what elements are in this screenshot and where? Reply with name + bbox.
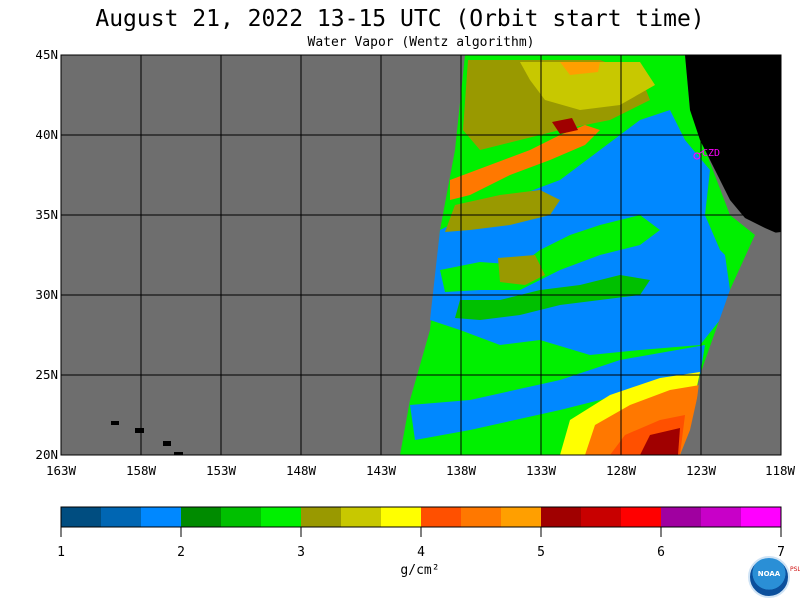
green-patch-east (705, 215, 752, 265)
colorbar-tick-label: 4 (417, 545, 425, 560)
colorbar-ticks (60, 527, 782, 537)
lon-label: 158W (125, 463, 157, 478)
lon-label: 133W (525, 463, 557, 478)
colorbar-swatch (421, 507, 462, 527)
hawaiian-islands (111, 421, 183, 455)
map-subtitle: Water Vapor (Wentz algorithm) (307, 35, 535, 50)
lat-label: 40N (35, 127, 58, 142)
colorbar-swatch (261, 507, 302, 527)
colorbar-swatch (581, 507, 622, 527)
colorbar-tick-label: 2 (177, 545, 185, 560)
lat-label: 45N (35, 47, 58, 62)
colorbar-swatch (141, 507, 182, 527)
colorbar-swatch (341, 507, 382, 527)
colorbar-swatch (61, 507, 102, 527)
noaa-logo-text: NOAA (757, 570, 781, 578)
green-streak-2 (455, 275, 650, 320)
lon-label: 138W (445, 463, 477, 478)
olive-patch-mid (498, 255, 545, 285)
psl-logo-text: PSL (790, 566, 800, 573)
map-title: August 21, 2022 13-15 UTC (Orbit start t… (95, 6, 705, 32)
colorbar-swatch (181, 507, 222, 527)
colorbar-swatch (741, 507, 782, 527)
orange-streak (450, 125, 600, 200)
lat-label: 35N (35, 207, 58, 222)
colorbar-tick-label: 7 (777, 545, 785, 560)
noaa-logo: NOAA (748, 556, 790, 598)
lat-lon-grid (61, 55, 781, 455)
red-spot-north (552, 118, 578, 134)
lon-label: 128W (605, 463, 637, 478)
lon-label: 163W (45, 463, 77, 478)
colorbar-swatch (221, 507, 262, 527)
colorbar-tick-label: 1 (57, 545, 65, 560)
lon-label: 118W (764, 463, 796, 478)
colorbar-tick-label: 6 (657, 545, 665, 560)
lat-label: 20N (35, 447, 58, 462)
colorbar-swatch (541, 507, 582, 527)
blue-band-south (410, 345, 705, 440)
colorbar-tick-label: 5 (537, 545, 545, 560)
lat-label: 25N (35, 367, 58, 382)
colorbar-swatch (501, 507, 542, 527)
map-border (60, 54, 782, 456)
land-area-south (690, 232, 781, 455)
colorbar-tick-label: 3 (297, 545, 305, 560)
colorbar-swatch (381, 507, 422, 527)
colorbar (61, 507, 782, 527)
colorbar-swatch (461, 507, 502, 527)
station-marker (693, 150, 704, 160)
lon-label: 123W (685, 463, 717, 478)
colorbar-swatch (661, 507, 702, 527)
green-streak-1 (440, 215, 660, 292)
orange-patch-north (560, 62, 600, 75)
lat-label: 30N (35, 287, 58, 302)
colorbar-swatch (101, 507, 142, 527)
lon-label: 143W (365, 463, 397, 478)
colorbar-swatch (621, 507, 662, 527)
colorbar-units: g/cm² (400, 563, 440, 578)
olive-band-west (445, 190, 560, 232)
land-area (685, 55, 781, 235)
station-label: CZD (702, 148, 720, 159)
lon-label: 148W (285, 463, 317, 478)
dark-red-region-south (640, 428, 680, 455)
colorbar-swatch (301, 507, 342, 527)
lon-label: 153W (205, 463, 237, 478)
colorbar-swatch (701, 507, 742, 527)
